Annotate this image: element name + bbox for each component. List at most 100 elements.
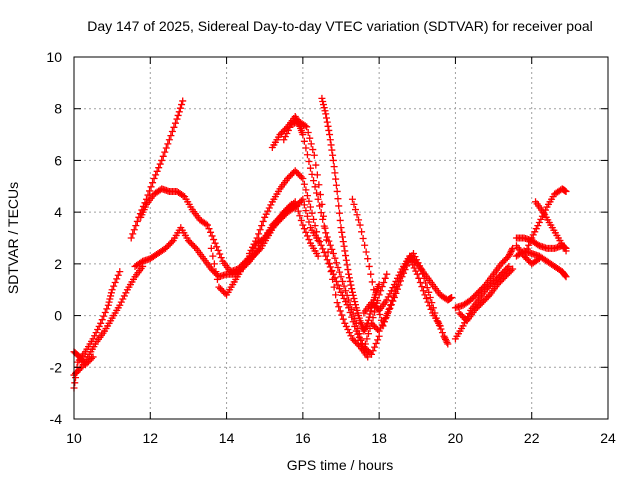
data-point bbox=[279, 213, 287, 221]
data-point bbox=[397, 277, 405, 285]
data-point bbox=[273, 219, 281, 227]
data-point bbox=[334, 263, 342, 271]
data-point bbox=[210, 236, 218, 244]
data-point bbox=[364, 330, 372, 338]
data-point bbox=[171, 119, 179, 127]
data-point bbox=[173, 115, 181, 123]
data-point bbox=[204, 221, 211, 229]
data-point bbox=[491, 276, 499, 284]
data-point bbox=[392, 289, 400, 297]
data-point bbox=[297, 197, 305, 205]
data-point bbox=[283, 130, 291, 138]
data-point bbox=[415, 274, 423, 282]
data-point bbox=[328, 146, 336, 154]
data-point bbox=[481, 296, 489, 304]
data-point bbox=[337, 273, 345, 281]
data-point bbox=[168, 127, 176, 135]
data-point bbox=[376, 311, 384, 319]
data-point bbox=[339, 238, 347, 246]
data-point bbox=[302, 207, 310, 215]
data-point bbox=[288, 170, 296, 178]
data-point bbox=[152, 171, 160, 179]
data-point bbox=[401, 266, 409, 274]
data-point bbox=[321, 107, 329, 115]
data-point bbox=[332, 259, 340, 267]
data-point bbox=[162, 144, 170, 152]
data-point bbox=[438, 329, 446, 337]
data-point bbox=[364, 316, 372, 324]
data-point bbox=[423, 284, 431, 292]
data-point bbox=[107, 289, 115, 297]
data-point bbox=[381, 274, 389, 282]
data-point bbox=[348, 285, 356, 293]
data-point bbox=[308, 209, 316, 217]
data-point bbox=[329, 151, 337, 159]
data-point bbox=[348, 288, 356, 296]
data-point bbox=[310, 215, 318, 223]
data-point bbox=[337, 224, 345, 232]
x-tick-label: 16 bbox=[295, 430, 311, 446]
data-point bbox=[253, 234, 261, 242]
data-point bbox=[265, 204, 273, 212]
data-point bbox=[562, 247, 570, 255]
data-point bbox=[207, 265, 215, 273]
data-point bbox=[378, 321, 386, 329]
data-point bbox=[294, 207, 302, 215]
data-point bbox=[332, 175, 340, 183]
data-point bbox=[365, 262, 373, 270]
y-tick-label: 8 bbox=[54, 101, 62, 117]
data-point bbox=[299, 131, 307, 139]
data-point bbox=[345, 274, 353, 282]
data-point bbox=[186, 238, 194, 246]
data-point bbox=[363, 321, 371, 329]
data-point bbox=[425, 302, 433, 310]
data-point bbox=[342, 287, 350, 295]
data-point bbox=[360, 327, 368, 335]
data-point bbox=[213, 275, 221, 283]
data-point bbox=[440, 332, 448, 340]
data-point bbox=[327, 268, 335, 276]
data-point bbox=[334, 281, 342, 289]
data-point bbox=[369, 300, 377, 308]
data-point bbox=[347, 281, 355, 289]
data-point bbox=[296, 212, 304, 220]
data-point bbox=[485, 283, 493, 291]
data-point bbox=[381, 315, 389, 323]
data-point bbox=[458, 312, 466, 320]
data-point bbox=[370, 286, 378, 294]
data-point bbox=[319, 212, 327, 220]
data-point bbox=[410, 257, 418, 265]
data-point bbox=[347, 332, 355, 340]
data-point bbox=[205, 225, 213, 233]
data-point bbox=[107, 292, 115, 300]
data-point bbox=[322, 110, 330, 118]
data-point bbox=[81, 361, 89, 369]
data-point bbox=[323, 256, 331, 264]
y-tick-label: -2 bbox=[50, 359, 63, 375]
data-point bbox=[207, 244, 215, 252]
data-point bbox=[349, 291, 357, 299]
data-point bbox=[179, 97, 187, 105]
data-point bbox=[493, 281, 501, 289]
data-point bbox=[329, 275, 337, 283]
data-point bbox=[95, 322, 103, 330]
data-point bbox=[335, 285, 343, 293]
data-point bbox=[296, 198, 304, 206]
data-point bbox=[457, 311, 465, 319]
data-point bbox=[155, 164, 163, 172]
data-point bbox=[349, 318, 357, 326]
data-point bbox=[357, 335, 365, 343]
data-point bbox=[341, 247, 349, 255]
data-point bbox=[326, 136, 334, 144]
data-point bbox=[89, 353, 97, 361]
data-point bbox=[202, 220, 210, 228]
data-point bbox=[503, 271, 511, 279]
data-point bbox=[209, 267, 217, 275]
data-point bbox=[363, 335, 371, 343]
data-point bbox=[409, 250, 417, 258]
data-point bbox=[322, 229, 330, 237]
data-point bbox=[345, 296, 353, 304]
data-point bbox=[371, 343, 379, 351]
data-point bbox=[330, 283, 338, 291]
data-point bbox=[144, 191, 152, 199]
